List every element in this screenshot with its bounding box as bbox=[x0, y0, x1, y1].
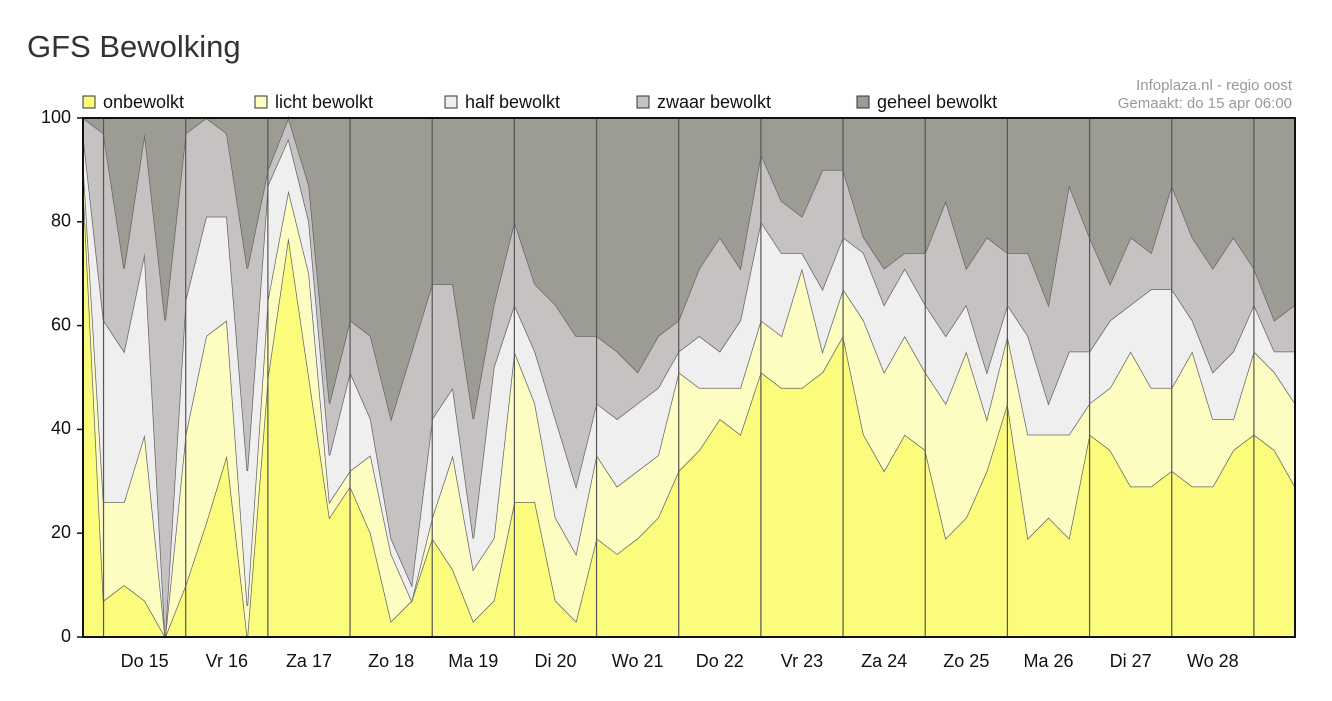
chart-title: GFS Bewolking bbox=[27, 29, 241, 64]
plot-frame bbox=[82, 117, 1296, 638]
area-edge bbox=[82, 133, 1295, 638]
x-tick-label: Vr 23 bbox=[781, 651, 823, 671]
legend-swatch bbox=[82, 95, 96, 109]
legend-swatch bbox=[636, 95, 650, 109]
x-tick-label: Ma 19 bbox=[448, 651, 498, 671]
y-tick-label: 20 bbox=[51, 522, 71, 542]
x-tick-label: Di 20 bbox=[534, 651, 576, 671]
x-tick-label: Do 15 bbox=[121, 651, 169, 671]
legend-swatch bbox=[254, 95, 268, 109]
legend-swatch bbox=[444, 95, 458, 109]
y-tick-label: 100 bbox=[41, 107, 71, 127]
area bbox=[83, 159, 1295, 637]
area bbox=[83, 180, 1295, 637]
y-tick-label: 80 bbox=[51, 211, 71, 231]
legend-label: geheel bewolkt bbox=[877, 92, 997, 112]
source-note: Infoplaza.nl - regio oost bbox=[1136, 77, 1293, 94]
area bbox=[83, 118, 1295, 637]
area bbox=[83, 118, 1295, 420]
x-tick-label: Za 24 bbox=[861, 651, 907, 671]
x-tick-label: Zo 25 bbox=[943, 651, 989, 671]
legend-label: zwaar bewolkt bbox=[657, 92, 771, 112]
x-tick-label: Wo 28 bbox=[1187, 651, 1239, 671]
x-tick-label: Di 27 bbox=[1110, 651, 1152, 671]
x-tick-label: Za 17 bbox=[286, 651, 332, 671]
x-tick-label: Zo 18 bbox=[368, 651, 414, 671]
legend-label: onbewolkt bbox=[103, 92, 184, 112]
legend-label: half bewolkt bbox=[465, 92, 560, 112]
legend-swatch bbox=[856, 95, 870, 109]
x-tick-label: Vr 16 bbox=[206, 651, 248, 671]
y-tick-label: 60 bbox=[51, 314, 71, 334]
y-tick-label: 0 bbox=[61, 626, 71, 646]
y-tick-label: 40 bbox=[51, 418, 71, 438]
created-note: Gemaakt: do 15 apr 06:00 bbox=[1118, 95, 1292, 112]
x-tick-label: Wo 21 bbox=[612, 651, 664, 671]
legend-label: licht bewolkt bbox=[275, 92, 373, 112]
x-tick-label: Ma 26 bbox=[1023, 651, 1073, 671]
x-tick-label: Do 22 bbox=[696, 651, 744, 671]
